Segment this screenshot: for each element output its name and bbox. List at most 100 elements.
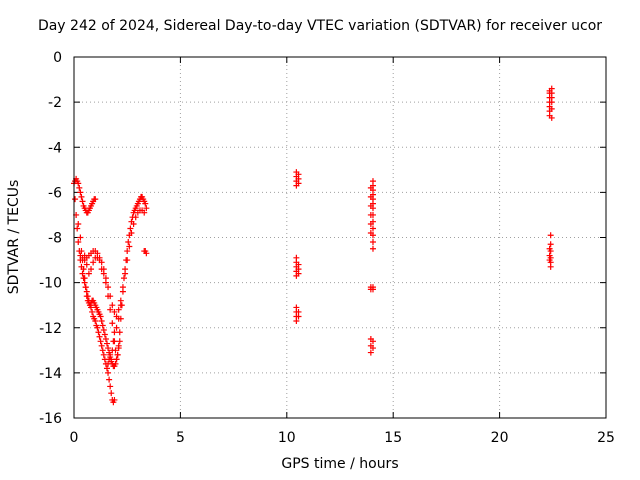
data-point — [96, 257, 103, 264]
data-point — [107, 306, 114, 313]
data-point — [102, 336, 109, 343]
data-point — [80, 266, 87, 273]
data-point — [295, 270, 302, 277]
data-point — [369, 239, 376, 246]
data-point — [111, 329, 118, 336]
data-point — [367, 220, 374, 227]
data-point — [83, 261, 90, 268]
data-point — [98, 342, 105, 349]
data-point — [75, 239, 82, 246]
data-point — [96, 333, 103, 340]
data-point — [97, 313, 104, 320]
y-tick-label: -4 — [48, 140, 62, 156]
data-point — [76, 184, 83, 191]
data-point — [115, 315, 122, 322]
data-point — [97, 338, 104, 345]
data-point — [77, 234, 84, 241]
grid — [74, 57, 606, 418]
data-point — [94, 324, 101, 331]
data-point — [85, 270, 92, 277]
data-point — [99, 322, 106, 329]
x-tick-label: 0 — [70, 430, 79, 446]
data-point — [125, 239, 132, 246]
data-point — [113, 324, 120, 331]
x-tick-label: 25 — [597, 430, 615, 446]
data-point — [75, 180, 82, 187]
data-point — [367, 211, 374, 218]
data-point — [124, 257, 131, 264]
data-point — [98, 266, 105, 273]
data-point — [105, 293, 112, 300]
y-tick-label: -14 — [39, 366, 62, 382]
data-point — [74, 225, 81, 232]
data-point — [98, 317, 105, 324]
data-point — [88, 266, 95, 273]
data-point — [103, 365, 110, 372]
data-point — [78, 193, 85, 200]
data-point — [547, 241, 554, 248]
data-point — [369, 245, 376, 252]
plot-frame — [73, 56, 607, 419]
data-point — [546, 257, 553, 264]
data-point — [114, 351, 121, 358]
data-point — [367, 286, 374, 293]
data-point — [111, 396, 118, 403]
data-point — [121, 275, 128, 282]
data-point — [141, 209, 148, 216]
data-point — [103, 340, 110, 347]
data-point — [92, 196, 99, 203]
y-tick-label: -6 — [48, 185, 62, 201]
data-point — [102, 279, 109, 286]
data-point — [79, 198, 86, 205]
data-point — [79, 270, 86, 277]
data-point — [95, 329, 102, 336]
data-point — [369, 225, 376, 232]
x-tick-label: 20 — [491, 430, 509, 446]
data-point — [90, 259, 97, 266]
data-point — [100, 327, 107, 334]
data-point — [89, 308, 96, 315]
tick-labels: 0 5 10 15 20 25 0 -2 -4 -6 -8 -10 -12 -14 -16 — [39, 50, 615, 446]
data-point — [112, 347, 119, 354]
data-point — [127, 225, 134, 232]
data-point — [369, 345, 376, 352]
data-point — [367, 229, 374, 236]
data-point — [117, 302, 124, 309]
data-point — [106, 376, 113, 383]
data-point — [142, 200, 149, 207]
y-tick-label: -16 — [39, 411, 62, 427]
data-point — [293, 317, 300, 324]
data-point — [115, 306, 122, 313]
data-point — [82, 284, 89, 291]
data-point — [122, 270, 129, 277]
data-point — [367, 184, 374, 191]
data-point — [367, 202, 374, 209]
data-point — [126, 243, 133, 250]
data-point — [367, 349, 374, 356]
data-point — [111, 338, 118, 345]
data-point — [143, 205, 150, 212]
data-point — [107, 383, 114, 390]
data-point — [128, 229, 135, 236]
data-point — [100, 270, 107, 277]
data-point — [111, 308, 118, 315]
y-tick-label: -2 — [48, 95, 62, 111]
data-point — [115, 345, 122, 352]
data-point — [75, 220, 82, 227]
data-point — [109, 320, 116, 327]
data-point — [295, 313, 302, 320]
data-point — [105, 369, 112, 376]
data-point — [105, 345, 112, 352]
x-tick-label: 5 — [176, 430, 185, 446]
data-point — [72, 196, 79, 203]
data-point — [132, 214, 139, 221]
data-point — [78, 248, 85, 255]
data-point — [77, 189, 84, 196]
data-point — [116, 329, 123, 336]
data-point — [92, 317, 99, 324]
data-point — [108, 390, 115, 397]
data-point — [548, 105, 555, 112]
data-point — [109, 302, 116, 309]
